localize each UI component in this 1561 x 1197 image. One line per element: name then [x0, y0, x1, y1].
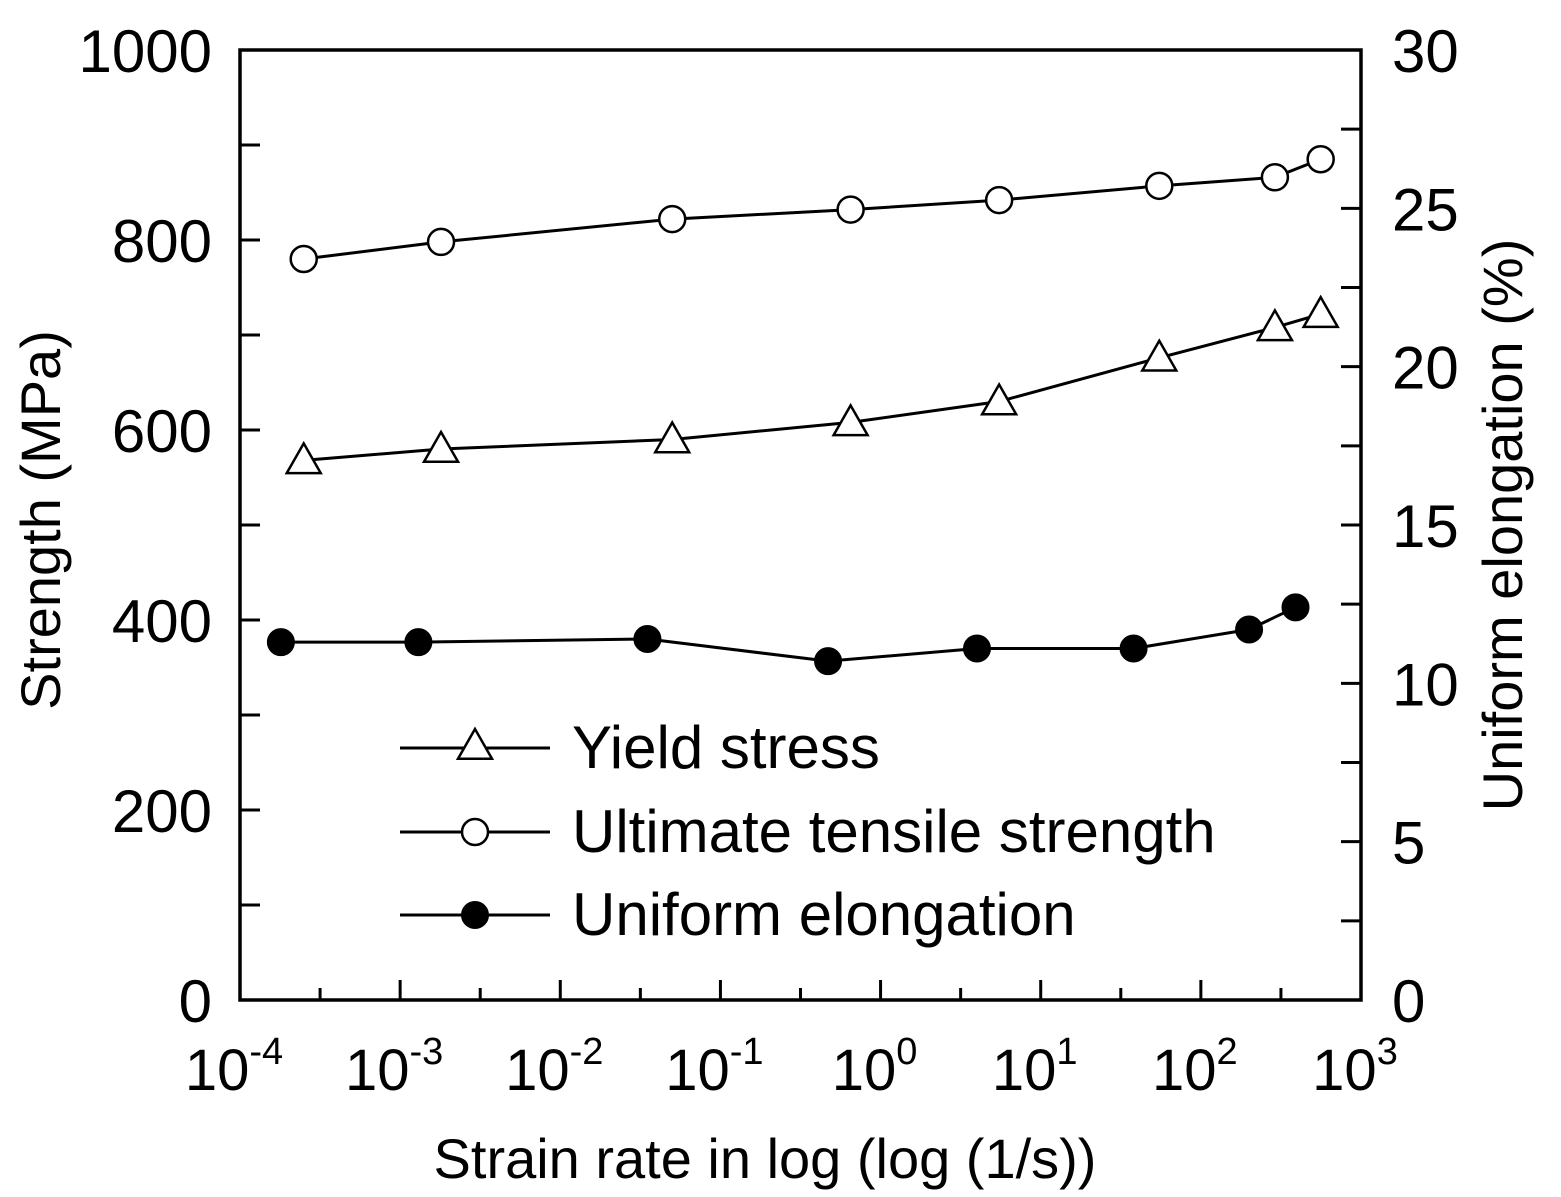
x-tick-label: 10-4: [185, 1031, 283, 1103]
left-axis-ticks: 0 200 400 600 800 1000: [79, 18, 260, 1035]
legend: Yield stress Ultimate tensile strength Uni…: [400, 714, 1216, 948]
x-tick-base: 10: [1152, 1038, 1217, 1103]
y2-tick-label: 30: [1392, 18, 1459, 85]
x-tick-exponent: -4: [249, 1031, 283, 1073]
y-axis-label: Strength (MPa): [9, 330, 72, 710]
data-point: [426, 227, 456, 257]
legend-item: Uniform elongation: [400, 881, 1076, 948]
data-point: [836, 195, 865, 224]
x-tick-base: 10: [1312, 1038, 1377, 1103]
data-point: [1235, 615, 1264, 644]
x-tick-exponent: 1: [1056, 1031, 1077, 1073]
series-open-triangle: [284, 294, 1340, 475]
x-tick-label: 10-1: [665, 1031, 763, 1103]
legend-label: Yield stress: [572, 714, 880, 781]
data-point: [266, 628, 295, 657]
x-tick-base: 10: [185, 1038, 250, 1103]
legend-marker: [460, 817, 490, 847]
legend-label: Ultimate tensile strength: [572, 798, 1216, 865]
data-point: [421, 429, 461, 463]
x-tick-base: 10: [832, 1038, 897, 1103]
x-tick-base: 10: [345, 1038, 410, 1103]
y2-tick-label: 25: [1392, 176, 1459, 243]
y2-tick-label: 0: [1392, 968, 1425, 1035]
x-tick-label: 102: [1152, 1031, 1238, 1103]
data-point: [814, 647, 843, 676]
data-point: [284, 440, 323, 475]
y2-tick-label: 5: [1392, 810, 1425, 877]
x-tick-label: 10-3: [345, 1031, 443, 1103]
y2-tick-label: 15: [1392, 493, 1459, 560]
legend-marker: [455, 726, 495, 760]
data-point: [1119, 634, 1148, 663]
data-point: [962, 634, 991, 663]
y-tick-label: 600: [112, 398, 212, 465]
x-tick-base: 10: [505, 1038, 570, 1103]
data-point: [653, 419, 692, 454]
x-tick-exponent: 2: [1217, 1031, 1238, 1073]
data-point: [979, 381, 1019, 416]
x-tick-label: 103: [1312, 1031, 1398, 1103]
legend-marker: [461, 901, 489, 929]
series-layer: [266, 145, 1340, 676]
x-tick-base: 10: [665, 1038, 730, 1103]
series-line: [303, 312, 1322, 462]
x-tick-exponent: 3: [1377, 1031, 1398, 1073]
data-point: [1260, 163, 1290, 192]
data-point: [831, 402, 870, 437]
y-tick-label: 1000: [79, 18, 212, 85]
legend-label: Uniform elongation: [572, 881, 1076, 948]
data-point: [404, 628, 433, 657]
y2-axis-label: Uniform elongation (%): [1471, 239, 1534, 812]
data-point: [633, 625, 662, 653]
data-point: [1140, 338, 1179, 372]
x-tick-label: 101: [992, 1031, 1078, 1103]
x-tick-label: 10-2: [505, 1031, 603, 1103]
series-open-circle: [289, 145, 1335, 274]
x-tick-exponent: -2: [570, 1031, 604, 1073]
x-tick-label: 100: [832, 1031, 918, 1103]
x-tick-exponent: 0: [896, 1031, 917, 1073]
y2-tick-label: 20: [1392, 335, 1459, 402]
x-tick-exponent: -1: [730, 1031, 764, 1073]
legend-item: Yield stress: [400, 714, 880, 781]
data-point: [1306, 145, 1335, 174]
right-axis-ticks: 0 5 10 15 20 25 30: [1341, 18, 1459, 1035]
y-tick-label: 800: [112, 208, 212, 275]
series-line: [280, 605, 1297, 663]
data-point: [289, 244, 318, 274]
series-filled-circle: [266, 593, 1310, 676]
data-point: [1281, 593, 1310, 622]
x-axis-ticks: 10-4 10-3 10-2 10-1 100 101 102 103: [185, 980, 1398, 1103]
legend-item: Ultimate tensile strength: [400, 798, 1216, 865]
y2-tick-label: 10: [1392, 651, 1459, 718]
x-axis-label: Strain rate in log (log (1/s)): [434, 1127, 1097, 1190]
y-tick-label: 400: [112, 588, 212, 655]
data-point: [1145, 171, 1174, 201]
data-point: [1255, 307, 1295, 342]
x-tick-base: 10: [992, 1038, 1057, 1103]
data-point: [657, 204, 687, 234]
data-point: [984, 185, 1014, 215]
y-tick-label: 200: [112, 778, 212, 845]
series-line: [303, 157, 1322, 261]
y-tick-label: 0: [179, 968, 212, 1035]
x-tick-exponent: -3: [410, 1031, 444, 1073]
data-point: [1301, 294, 1340, 329]
